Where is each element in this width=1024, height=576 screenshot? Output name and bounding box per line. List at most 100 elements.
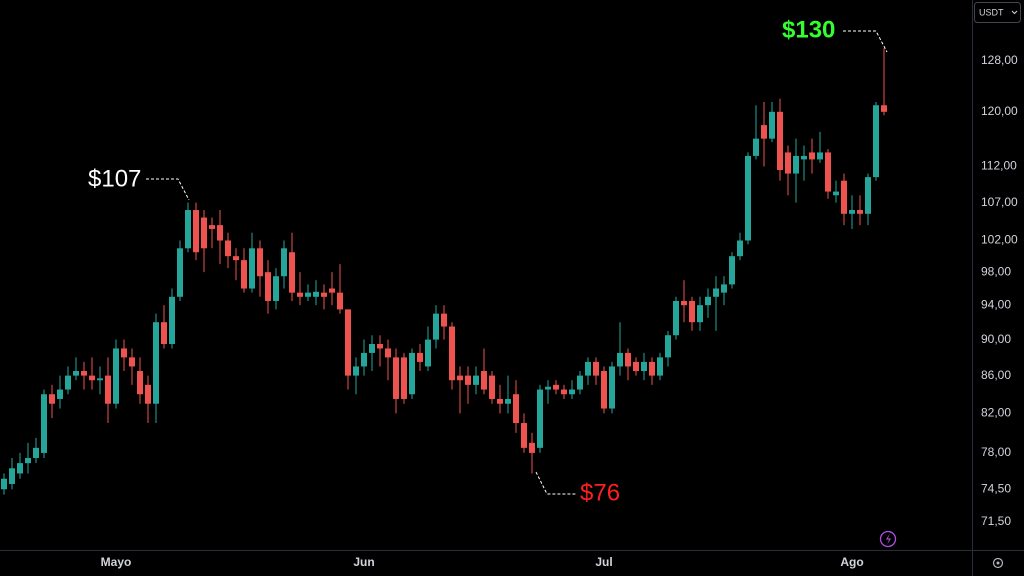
candle-body [633,361,639,372]
candle-body [473,375,479,385]
candle-body [569,389,575,395]
candle-body [65,375,71,390]
candle-body [153,322,159,404]
candle-body [377,344,383,349]
candle-body [545,386,551,390]
candle-body [601,371,607,409]
candle-body [249,248,255,289]
candle-body [169,296,175,345]
candle-body [393,357,399,399]
candle-body [289,252,295,293]
candle-body [857,210,863,214]
candle-body [481,371,487,390]
candle-body [801,155,807,160]
annotation: $130 [782,16,835,43]
candle-body [225,240,231,257]
candle-body [161,322,167,345]
candle-body [809,152,815,160]
y-tick-label: 102,00 [981,233,1018,247]
candle-body [489,375,495,399]
y-tick-label: 112,00 [981,159,1017,173]
candle-body [297,292,303,297]
candle-body [313,291,319,297]
y-tick-label: 107,00 [981,195,1018,209]
candle-body [57,389,63,399]
candle-body [505,398,511,404]
candle-body [449,326,455,381]
candle-body [361,352,367,367]
y-tick-label: 71,50 [981,514,1011,528]
candle-body [841,180,847,214]
candle-body [89,375,95,381]
candle-body [865,177,871,214]
candle-body [689,300,695,323]
candle-body [233,256,239,261]
candle-body [73,371,79,376]
candle-body [537,389,543,448]
candle-body [849,210,855,214]
candle-body [769,111,775,139]
candle-body [241,260,247,289]
candle-body [337,292,343,310]
settings-icon-ring[interactable] [992,557,1004,569]
candle-body [17,463,23,474]
y-tick-label: 82,00 [981,405,1011,419]
candle-body [657,357,663,376]
candle-body [417,352,423,362]
currency-caret[interactable] [1011,10,1018,15]
candle-body [217,225,223,241]
settings-icon[interactable] [992,557,1004,569]
x-tick-label: Ago [840,555,863,569]
candle-body [873,105,879,178]
candle-body [513,394,519,424]
y-tick-label: 90,00 [981,332,1011,346]
currency-button[interactable]: USDT [974,2,1021,23]
candle-body [577,375,583,390]
candle-body [281,248,287,277]
candle-body [409,352,415,395]
candle-body [305,292,311,297]
alert-icon[interactable] [879,530,897,548]
candle-body [617,352,623,367]
candle-body [705,296,711,306]
candle-body [329,288,335,293]
candle-body [465,375,471,385]
candle-body [401,357,407,399]
candle-body [129,357,135,367]
y-tick-label: 120,00 [981,104,1018,118]
y-tick-label: 74,50 [981,481,1011,495]
alert-icon-bolt[interactable] [886,534,891,544]
candle-body [185,210,191,249]
candle-body [673,300,679,336]
candle-body [41,394,47,453]
candle-body [209,225,215,229]
candle-body [273,276,279,301]
settings-icon-dot[interactable] [996,561,1000,565]
currency-label[interactable]: USDT [979,7,1004,17]
currency-button-frame[interactable] [974,2,1021,23]
candle-body [105,375,111,404]
candle-body [257,248,263,277]
candle-body [441,313,447,327]
candle-body [353,366,359,376]
alert-icon-ring[interactable] [879,530,897,548]
candle-body [585,361,591,376]
y-tick-label: 94,00 [981,297,1011,311]
annotation-connector [843,30,888,53]
candle-body [81,371,87,376]
candle-body [265,272,271,301]
candle-body [721,284,727,293]
candle-body [593,361,599,376]
candle-body [737,240,743,257]
candle-body [641,361,647,372]
candle-body [345,309,351,376]
candle-body [881,105,887,112]
candle-body [793,155,799,174]
candle-body [785,152,791,174]
candle-body [833,191,839,196]
candle-body [745,155,751,241]
candle-body [825,152,831,192]
